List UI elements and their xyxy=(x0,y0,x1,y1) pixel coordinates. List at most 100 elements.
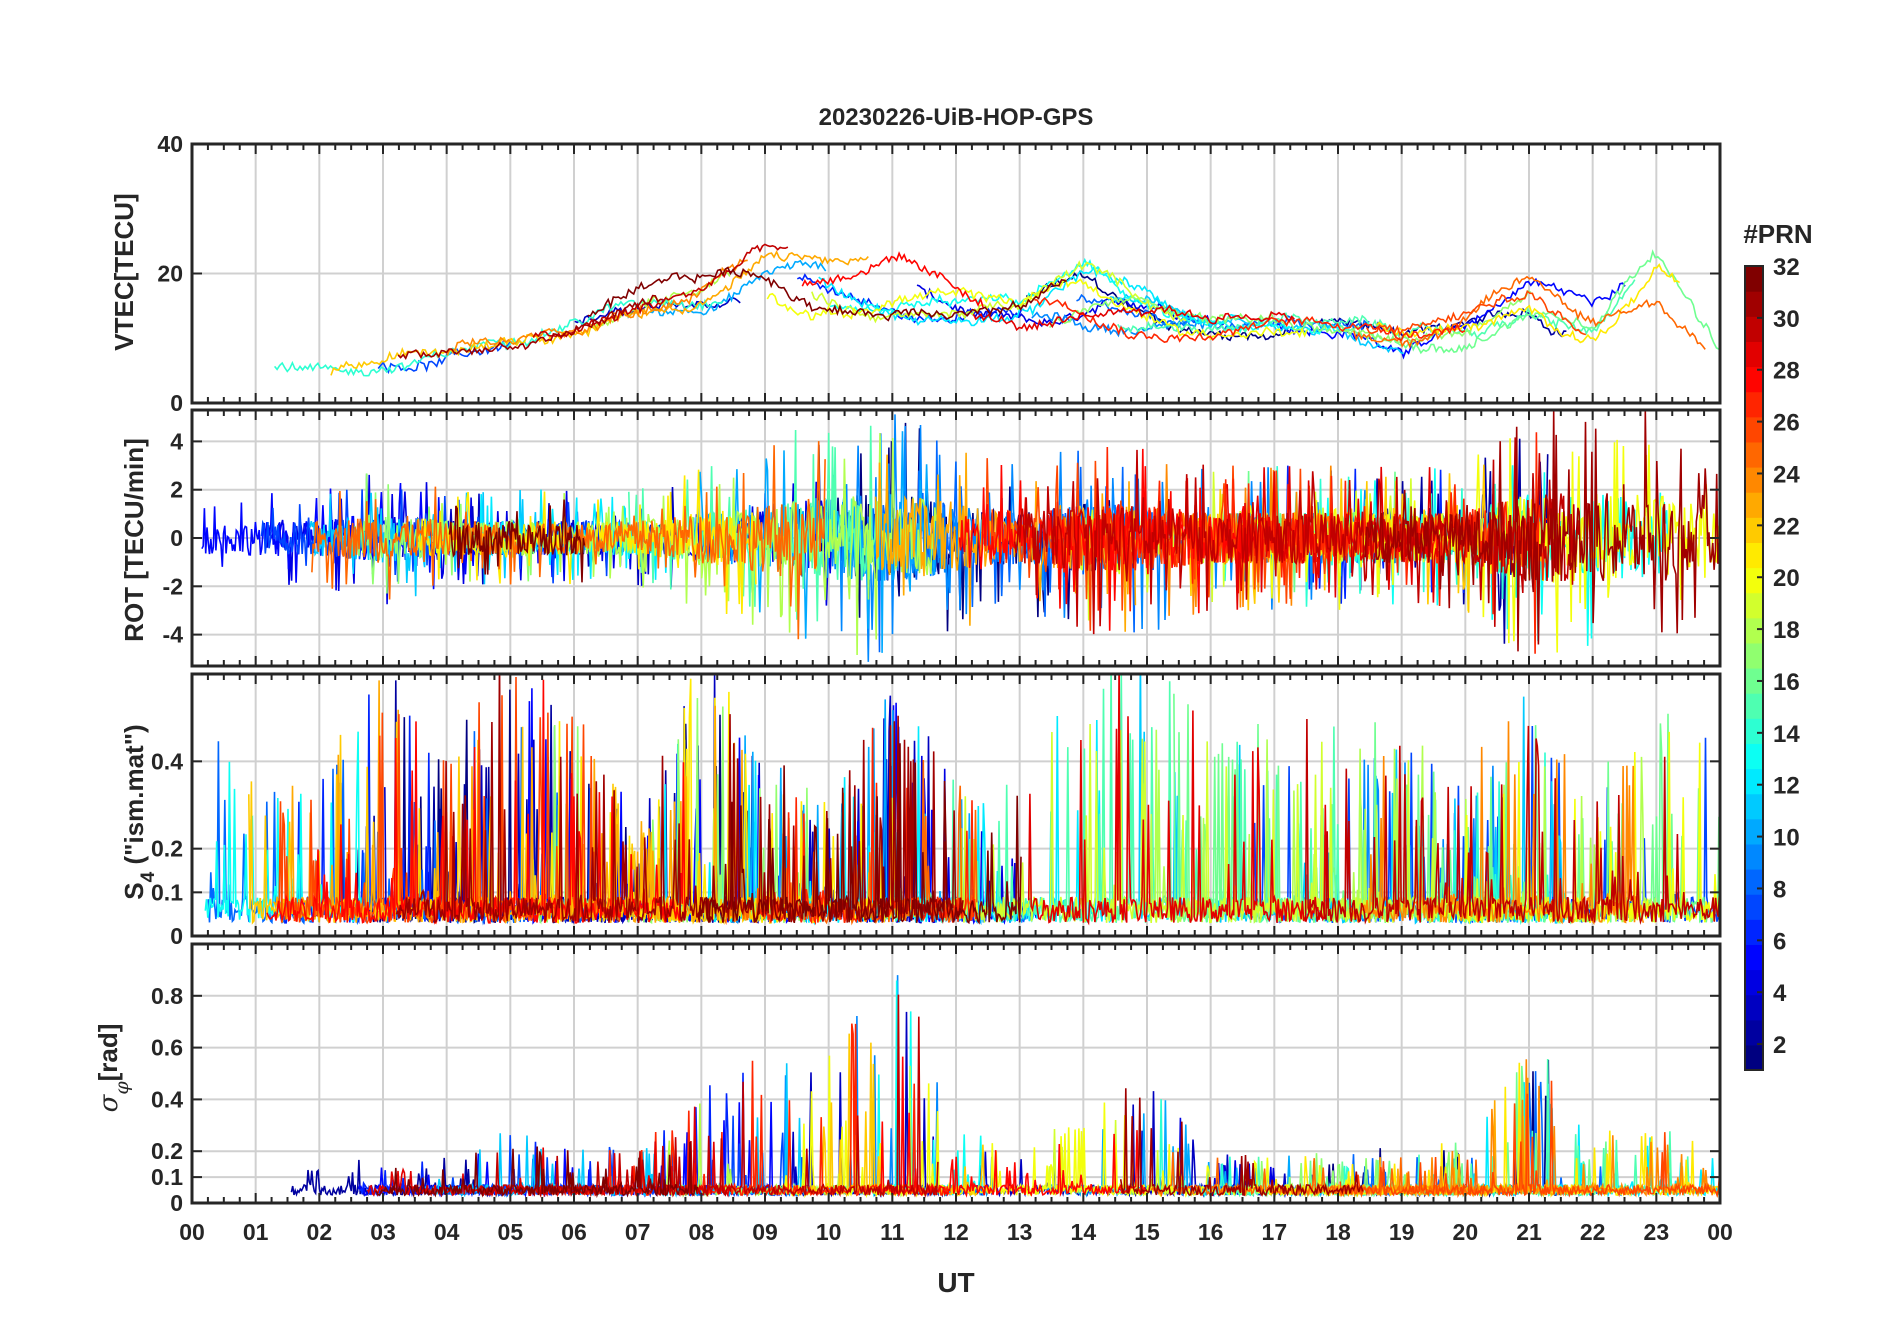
colorbar-tick-label: 10 xyxy=(1773,825,1800,852)
traces-s4 xyxy=(204,674,1720,926)
series-vtec-prn-5 xyxy=(1275,277,1626,360)
series-vtec-prn-26 xyxy=(1366,290,1587,337)
colorbar-segment xyxy=(1745,894,1763,920)
ytick-label-sigma_phi: 0.6 xyxy=(151,1035,183,1061)
xtick-label: 16 xyxy=(1198,1219,1224,1245)
series-sigma_phi-prn-32 xyxy=(374,1141,699,1199)
colorbar-tick-label: 4 xyxy=(1773,980,1787,1007)
colorbar-tick-label: 24 xyxy=(1773,461,1800,488)
colorbar-tick-label: 6 xyxy=(1773,928,1786,955)
panel-vtec: 0 20 40 xyxy=(157,131,1722,416)
series-vtec-prn-19 xyxy=(811,260,1187,324)
traces-vtec xyxy=(273,243,1720,377)
series-s4-prn-30 xyxy=(1304,718,1720,925)
series-vtec-prn-16 xyxy=(1336,249,1720,355)
series-s4-prn-19 xyxy=(946,723,1505,924)
ytick-label-rot: -2 xyxy=(163,573,183,599)
ytick-label-vtec: 20 xyxy=(157,261,183,287)
colorbar-segment xyxy=(1745,567,1763,594)
ytick-label-s4: 0.2 xyxy=(151,836,183,862)
ticks-vtec xyxy=(191,143,1721,404)
series-vtec-prn-11 xyxy=(1107,293,1404,355)
xtick-label: 06 xyxy=(561,1219,587,1245)
xtick-label: 18 xyxy=(1325,1219,1351,1245)
traces-sigma_phi xyxy=(290,975,1720,1199)
series-vtec-prn-21 xyxy=(1376,263,1681,344)
series-vtec-prn-17 xyxy=(1049,290,1532,344)
colorbar-segment xyxy=(1745,441,1763,468)
series-sigma_phi-prn-31 xyxy=(1119,1088,1364,1198)
series-vtec-prn-31 xyxy=(397,294,663,360)
ylabel-vtec: VTEC[TECU] xyxy=(109,193,139,350)
xtick-label: 04 xyxy=(434,1219,460,1245)
colorbar-tick-label: 28 xyxy=(1773,358,1800,385)
colorbar-tick-label: 18 xyxy=(1773,617,1800,644)
ytick-label-sigma_phi: 0.2 xyxy=(151,1138,183,1164)
colorbar-segment xyxy=(1745,416,1763,443)
ytick-label-sigma_phi: 0.4 xyxy=(151,1086,183,1112)
x-axis-label: UT xyxy=(937,1267,974,1298)
series-rot-prn-31 xyxy=(1364,410,1720,652)
colorbar-tick-label: 8 xyxy=(1773,876,1786,903)
colorbar-tick-label: 20 xyxy=(1773,565,1800,592)
colorbar-tick-label: 32 xyxy=(1773,254,1800,281)
colorbar-segment xyxy=(1745,341,1763,368)
ticks-rot xyxy=(191,410,1721,666)
ytick-label-rot: 4 xyxy=(170,428,183,454)
xtick-label: 22 xyxy=(1580,1219,1606,1245)
series-vtec-prn-27 xyxy=(1034,296,1466,344)
series-vtec-prn-25 xyxy=(1353,275,1706,350)
ytick-label-sigma_phi: 0.1 xyxy=(151,1164,183,1190)
ytick-label-s4: 0.1 xyxy=(151,879,183,905)
panel-s4: 0 0.1 0.2 0.4 xyxy=(151,672,1722,949)
ticks-s4 xyxy=(191,674,1721,937)
colorbar-segment xyxy=(1745,592,1763,619)
colorbar-tick-label: 30 xyxy=(1773,306,1800,333)
xtick-label: 10 xyxy=(816,1219,842,1245)
xtick-label: 14 xyxy=(1071,1219,1097,1245)
ytick-label-sigma_phi: 0.8 xyxy=(151,983,183,1009)
ylabel-sigma-phi: σφ[rad] xyxy=(93,1024,133,1113)
xtick-label: 11 xyxy=(880,1219,905,1245)
xtick-label: 20 xyxy=(1453,1219,1479,1245)
xtick-label: 08 xyxy=(689,1219,715,1245)
ytick-label-rot: 0 xyxy=(170,525,183,551)
grid-vtec xyxy=(192,143,1720,404)
x-tick-labels: 00 01 02 03 04 05 06 07 08 09 10 11 12 13 14 15 16 17 18 19… xyxy=(179,1219,1733,1245)
colorbar-segment xyxy=(1745,517,1763,543)
series-vtec-prn-24 xyxy=(446,258,748,356)
series-s4-prn-31 xyxy=(395,674,964,925)
series-vtec-prn-7 xyxy=(377,340,512,375)
xtick-label: 13 xyxy=(1007,1219,1033,1245)
ylabel-s4: S4 ("ism.mat") xyxy=(119,724,159,899)
xtick-label: 07 xyxy=(625,1219,651,1245)
colorbar-segment xyxy=(1745,869,1763,895)
ytick-label-s4: 0.4 xyxy=(151,748,183,774)
colorbar-segment xyxy=(1745,693,1763,719)
colorbar-tick-label: 2 xyxy=(1773,1032,1786,1059)
colorbar-segment xyxy=(1745,944,1763,971)
xtick-label: 21 xyxy=(1516,1219,1542,1245)
xtick-label: 17 xyxy=(1262,1219,1288,1245)
xtick-label: 01 xyxy=(243,1219,269,1245)
ytick-label-rot: 2 xyxy=(170,477,183,503)
colorbar-segment xyxy=(1745,391,1763,418)
series-s4-prn-32 xyxy=(698,743,1022,925)
colorbar-segment xyxy=(1745,793,1763,820)
colorbar-segment xyxy=(1745,291,1763,317)
panel-rot: -4 -2 0 2 4 xyxy=(163,408,1722,668)
series-vtec-prn-14 xyxy=(273,298,724,377)
series-vtec-prn-29 xyxy=(972,304,1295,332)
series-vtec-prn-32 xyxy=(587,266,1067,322)
colorbar-tick-label: 14 xyxy=(1773,721,1800,748)
ytick-label-vtec: 40 xyxy=(157,131,183,157)
panel-sigma-phi: 00.10.2 0.4 0.6 0.8 xyxy=(151,942,1722,1216)
series-sigma_phi-prn-15 xyxy=(1222,1058,1693,1198)
traces-rot xyxy=(201,410,1720,662)
series-vtec-prn-28 xyxy=(801,251,984,308)
colorbar-segment xyxy=(1745,668,1763,694)
colorbar-segment xyxy=(1745,994,1763,1021)
xtick-label: 15 xyxy=(1134,1219,1160,1245)
